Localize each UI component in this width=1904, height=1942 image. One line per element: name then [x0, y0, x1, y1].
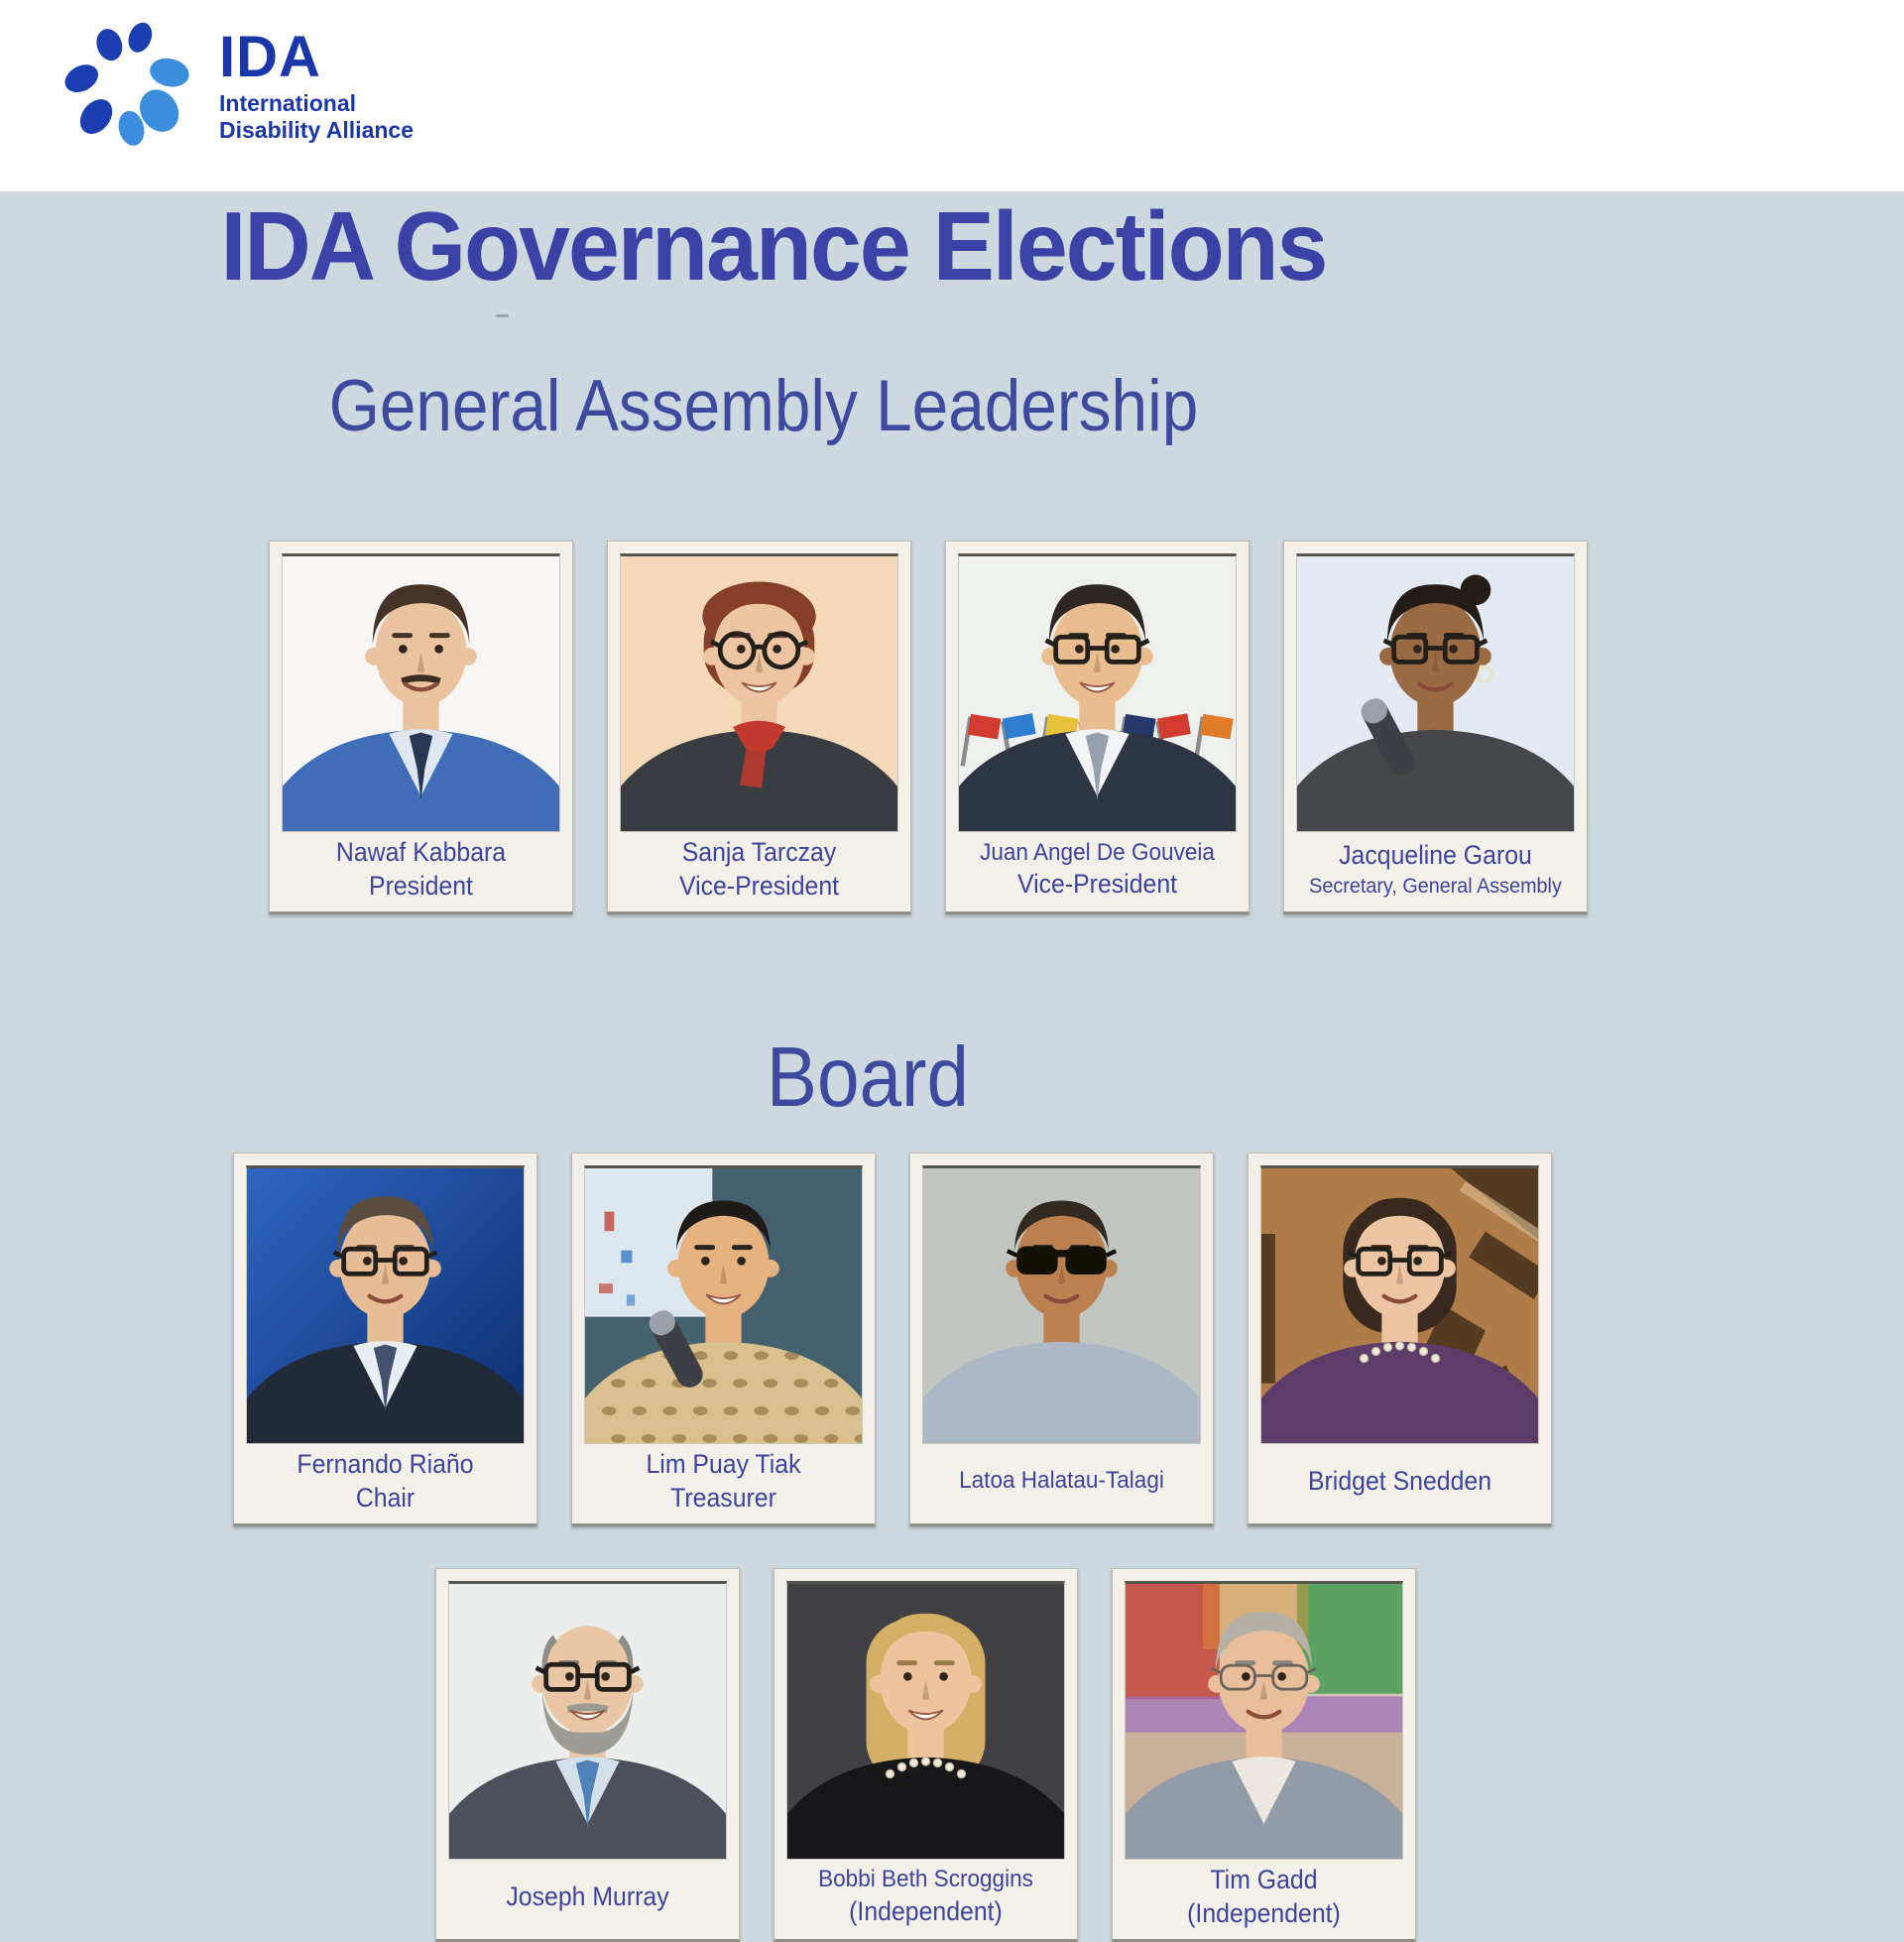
person-caption: Juan Angel De Gouveia Vice-President — [958, 832, 1237, 910]
person-role: Vice-President — [678, 870, 840, 901]
person-name: Jacqueline Garou — [1339, 840, 1532, 871]
person-caption: Bridget Snedden — [1260, 1444, 1539, 1522]
card-row: Nawaf Kabbara President Sanja Tarczay Vice-… — [0, 541, 1880, 915]
person-card: Latoa Halatau-Talagi — [909, 1153, 1214, 1527]
card-row: Fernando Riaño Chair Lim Puay Tiak Treasure… — [0, 1153, 1844, 1527]
portrait-photo — [1296, 553, 1575, 833]
person-caption: Joseph Murray — [448, 1860, 727, 1938]
person-role: Secretary, General Assembly — [1309, 873, 1562, 898]
portrait-photo — [620, 553, 898, 833]
person-role: Vice-President — [1016, 868, 1178, 899]
person-card: Lim Puay Tiak Treasurer — [571, 1153, 876, 1527]
portrait-photo — [1260, 1165, 1539, 1445]
logo-line1: International — [219, 90, 357, 117]
portrait-photo — [282, 553, 560, 833]
ida-logo-icon — [57, 20, 203, 152]
logo-text: IDA International Disability Alliance — [219, 20, 414, 144]
portrait-photo — [1124, 1581, 1403, 1861]
person-role: President — [369, 870, 473, 901]
person-name: Bobbi Beth Scroggins — [817, 1866, 1033, 1893]
person-card: Tim Gadd (Independent) — [1111, 1568, 1416, 1942]
portrait-photo — [922, 1165, 1201, 1445]
person-card: Joseph Murray — [434, 1568, 740, 1942]
person-caption: Latoa Halatau-Talagi — [922, 1444, 1201, 1522]
section-heading: Board — [766, 1031, 970, 1126]
person-card: Nawaf Kabbara President — [269, 541, 573, 915]
portrait-photo — [447, 1581, 727, 1861]
person-caption: Bobbi Beth Scroggins (Independent) — [786, 1860, 1065, 1938]
person-caption: Lim Puay Tiak Treasurer — [584, 1444, 863, 1523]
card-row: Joseph Murray Bobbi Beth Scroggins (Indepe… — [0, 1568, 1877, 1942]
section-heading: General Assembly Leadership — [328, 366, 1199, 447]
content-area: General Assembly Leadership Nawaf Kabbara… — [0, 365, 1904, 1942]
logo-subtitle: International Disability Alliance — [219, 90, 414, 144]
header-band: IDA International Disability Alliance — [0, 0, 1904, 191]
logo-brand: IDA — [219, 25, 321, 89]
page-title: IDA Governance Elections — [220, 191, 1328, 301]
person-name: Nawaf Kabbara — [335, 837, 507, 868]
person-card: Fernando Riaño Chair — [233, 1153, 537, 1527]
portrait-photo — [785, 1581, 1065, 1861]
person-card: Bridget Snedden — [1248, 1153, 1552, 1527]
person-role: (Independent) — [1186, 1897, 1341, 1928]
person-name: Bridget Snedden — [1307, 1465, 1492, 1496]
person-name: Juan Angel De Gouveia — [980, 838, 1215, 866]
person-name: Sanja Tarczay — [681, 837, 837, 868]
person-name: Joseph Murray — [505, 1881, 669, 1911]
person-role: Chair — [355, 1482, 416, 1513]
person-role: Treasurer — [670, 1482, 776, 1513]
person-caption: Jacqueline Garou Secretary, General Assem… — [1296, 832, 1575, 910]
person-card: Jacqueline Garou Secretary, General Assem… — [1283, 541, 1588, 915]
divider-dash — [496, 314, 509, 317]
person-name: Lim Puay Tiak — [646, 1449, 801, 1480]
logo-line2: Disability Alliance — [219, 117, 414, 144]
person-caption: Sanja Tarczay Vice-President — [620, 832, 898, 911]
person-caption: Fernando Riaño Chair — [246, 1444, 525, 1523]
person-card: Sanja Tarczay Vice-President — [607, 541, 911, 915]
person-caption: Nawaf Kabbara President — [282, 832, 560, 911]
person-caption: Tim Gadd (Independent) — [1125, 1860, 1403, 1939]
person-card: Juan Angel De Gouveia Vice-President — [945, 541, 1250, 915]
person-name: Tim Gadd — [1209, 1865, 1318, 1895]
portrait-photo — [584, 1165, 863, 1445]
person-card: Bobbi Beth Scroggins (Independent) — [773, 1568, 1078, 1942]
person-name: Latoa Halatau-Talagi — [959, 1467, 1164, 1495]
portrait-photo — [246, 1165, 525, 1445]
portrait-photo — [958, 553, 1237, 833]
person-role: (Independent) — [848, 1895, 1003, 1926]
person-name: Fernando Riaño — [297, 1449, 474, 1480]
